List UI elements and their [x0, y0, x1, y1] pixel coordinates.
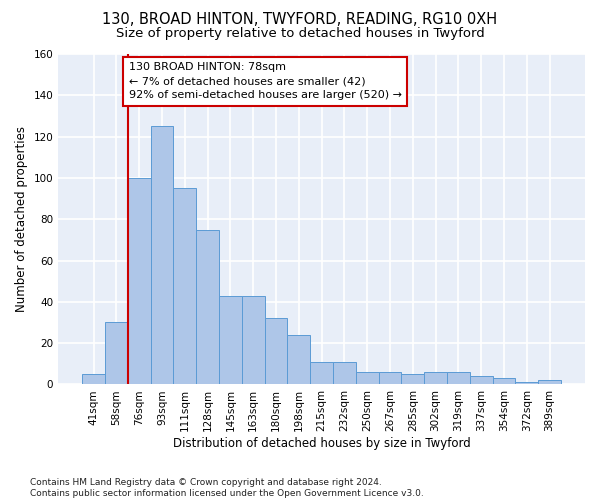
- Bar: [82, 374, 105, 384]
- X-axis label: Distribution of detached houses by size in Twyford: Distribution of detached houses by size …: [173, 437, 470, 450]
- Bar: [333, 362, 356, 384]
- Bar: [538, 380, 561, 384]
- Bar: [242, 296, 265, 384]
- Text: Size of property relative to detached houses in Twyford: Size of property relative to detached ho…: [116, 28, 484, 40]
- Bar: [105, 322, 128, 384]
- Text: 130, BROAD HINTON, TWYFORD, READING, RG10 0XH: 130, BROAD HINTON, TWYFORD, READING, RG1…: [103, 12, 497, 28]
- Bar: [219, 296, 242, 384]
- Bar: [287, 335, 310, 384]
- Bar: [515, 382, 538, 384]
- Bar: [401, 374, 424, 384]
- Bar: [493, 378, 515, 384]
- Bar: [173, 188, 196, 384]
- Bar: [470, 376, 493, 384]
- Bar: [379, 372, 401, 384]
- Text: Contains HM Land Registry data © Crown copyright and database right 2024.
Contai: Contains HM Land Registry data © Crown c…: [30, 478, 424, 498]
- Bar: [128, 178, 151, 384]
- Bar: [424, 372, 447, 384]
- Bar: [151, 126, 173, 384]
- Bar: [447, 372, 470, 384]
- Y-axis label: Number of detached properties: Number of detached properties: [15, 126, 28, 312]
- Bar: [196, 230, 219, 384]
- Text: 130 BROAD HINTON: 78sqm
← 7% of detached houses are smaller (42)
92% of semi-det: 130 BROAD HINTON: 78sqm ← 7% of detached…: [129, 62, 402, 100]
- Bar: [265, 318, 287, 384]
- Bar: [310, 362, 333, 384]
- Bar: [356, 372, 379, 384]
